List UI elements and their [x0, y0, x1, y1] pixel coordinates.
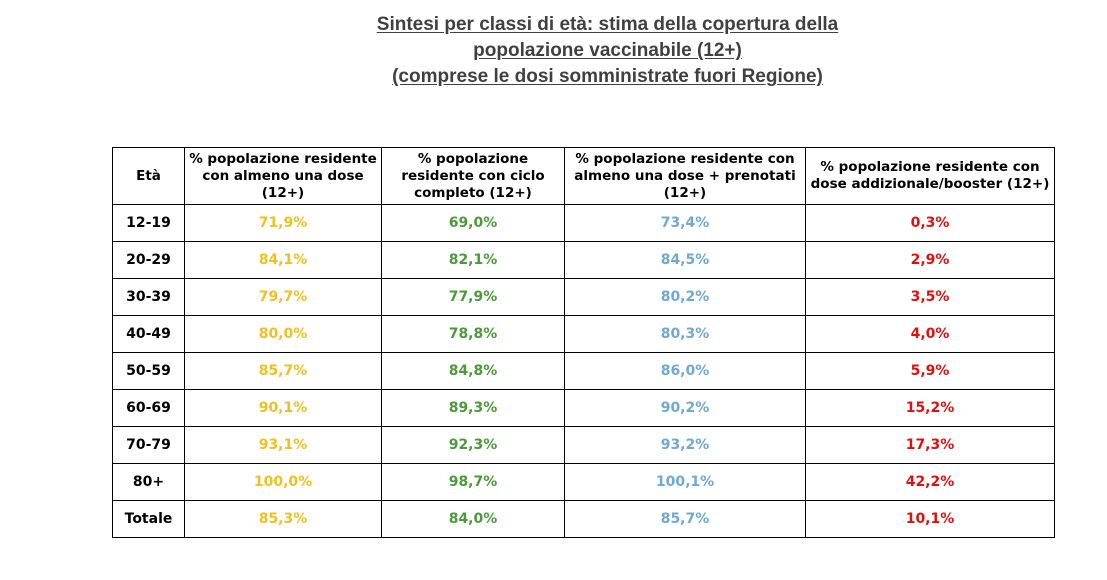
cell-dose1: 80,0% — [184, 315, 382, 353]
cell-full: 82,1% — [381, 241, 565, 279]
header-full: % popolazione residente con ciclo comple… — [381, 147, 565, 205]
title-line-1: Sintesi per classi di età: stima della c… — [376, 14, 839, 35]
header-booster: % popolazione residente con dose addizio… — [805, 147, 1055, 205]
cell-booster: 42,2% — [805, 463, 1055, 501]
table-row: 20-29 84,1% 82,1% 84,5% 2,9% — [112, 241, 1055, 279]
cell-prenotati: 90,2% — [564, 389, 806, 427]
page-title: Sintesi per classi di età: stima della c… — [0, 12, 1107, 90]
cell-age: 40-49 — [112, 315, 185, 353]
cell-booster: 5,9% — [805, 352, 1055, 390]
table-row: 40-49 80,0% 78,8% 80,3% 4,0% — [112, 315, 1055, 353]
cell-booster: 15,2% — [805, 389, 1055, 427]
cell-prenotati: 100,1% — [564, 463, 806, 501]
cell-age: Totale — [112, 500, 185, 538]
cell-dose1: 100,0% — [184, 463, 382, 501]
cell-prenotati: 80,2% — [564, 278, 806, 316]
table-row: 12-19 71,9% 69,0% 73,4% 0,3% — [112, 204, 1055, 242]
cell-age: 20-29 — [112, 241, 185, 279]
table-row: 60-69 90,1% 89,3% 90,2% 15,2% — [112, 389, 1055, 427]
cell-full: 69,0% — [381, 204, 565, 242]
table-row: 30-39 79,7% 77,9% 80,2% 3,5% — [112, 278, 1055, 316]
cell-age: 60-69 — [112, 389, 185, 427]
cell-dose1: 85,7% — [184, 352, 382, 390]
cell-dose1: 84,1% — [184, 241, 382, 279]
cell-dose1: 79,7% — [184, 278, 382, 316]
cell-full: 84,8% — [381, 352, 565, 390]
cell-booster: 10,1% — [805, 500, 1055, 538]
cell-full: 78,8% — [381, 315, 565, 353]
table-row-total: Totale 85,3% 84,0% 85,7% 10,1% — [112, 500, 1055, 538]
cell-prenotati: 86,0% — [564, 352, 806, 390]
cell-full: 92,3% — [381, 426, 565, 464]
cell-dose1: 71,9% — [184, 204, 382, 242]
table-header-row: Età % popolazione residente con almeno u… — [112, 147, 1055, 205]
cell-booster: 4,0% — [805, 315, 1055, 353]
table-row: 50-59 85,7% 84,8% 86,0% 5,9% — [112, 352, 1055, 390]
cell-full: 89,3% — [381, 389, 565, 427]
cell-age: 12-19 — [112, 204, 185, 242]
cell-prenotati: 80,3% — [564, 315, 806, 353]
cell-booster: 3,5% — [805, 278, 1055, 316]
cell-booster: 2,9% — [805, 241, 1055, 279]
cell-full: 84,0% — [381, 500, 565, 538]
cell-age: 30-39 — [112, 278, 185, 316]
table-row: 70-79 93,1% 92,3% 93,2% 17,3% — [112, 426, 1055, 464]
title-line-2: popolazione vaccinabile (12+) — [473, 40, 742, 61]
cell-booster: 0,3% — [805, 204, 1055, 242]
cell-age: 50-59 — [112, 352, 185, 390]
header-dose1: % popolazione residente con almeno una d… — [184, 147, 382, 205]
title-line-3: (comprese le dosi somministrate fuori Re… — [392, 66, 823, 87]
coverage-table: Età % popolazione residente con almeno u… — [112, 147, 1055, 538]
cell-prenotati: 73,4% — [564, 204, 806, 242]
cell-age: 80+ — [112, 463, 185, 501]
cell-full: 98,7% — [381, 463, 565, 501]
cell-age: 70-79 — [112, 426, 185, 464]
table-row: 80+ 100,0% 98,7% 100,1% 42,2% — [112, 463, 1055, 501]
cell-prenotati: 84,5% — [564, 241, 806, 279]
cell-full: 77,9% — [381, 278, 565, 316]
cell-dose1: 93,1% — [184, 426, 382, 464]
cell-dose1: 90,1% — [184, 389, 382, 427]
header-prenotati: % popolazione residente con almeno una d… — [564, 147, 806, 205]
cell-dose1: 85,3% — [184, 500, 382, 538]
cell-prenotati: 85,7% — [564, 500, 806, 538]
cell-booster: 17,3% — [805, 426, 1055, 464]
header-age: Età — [112, 147, 185, 205]
cell-prenotati: 93,2% — [564, 426, 806, 464]
